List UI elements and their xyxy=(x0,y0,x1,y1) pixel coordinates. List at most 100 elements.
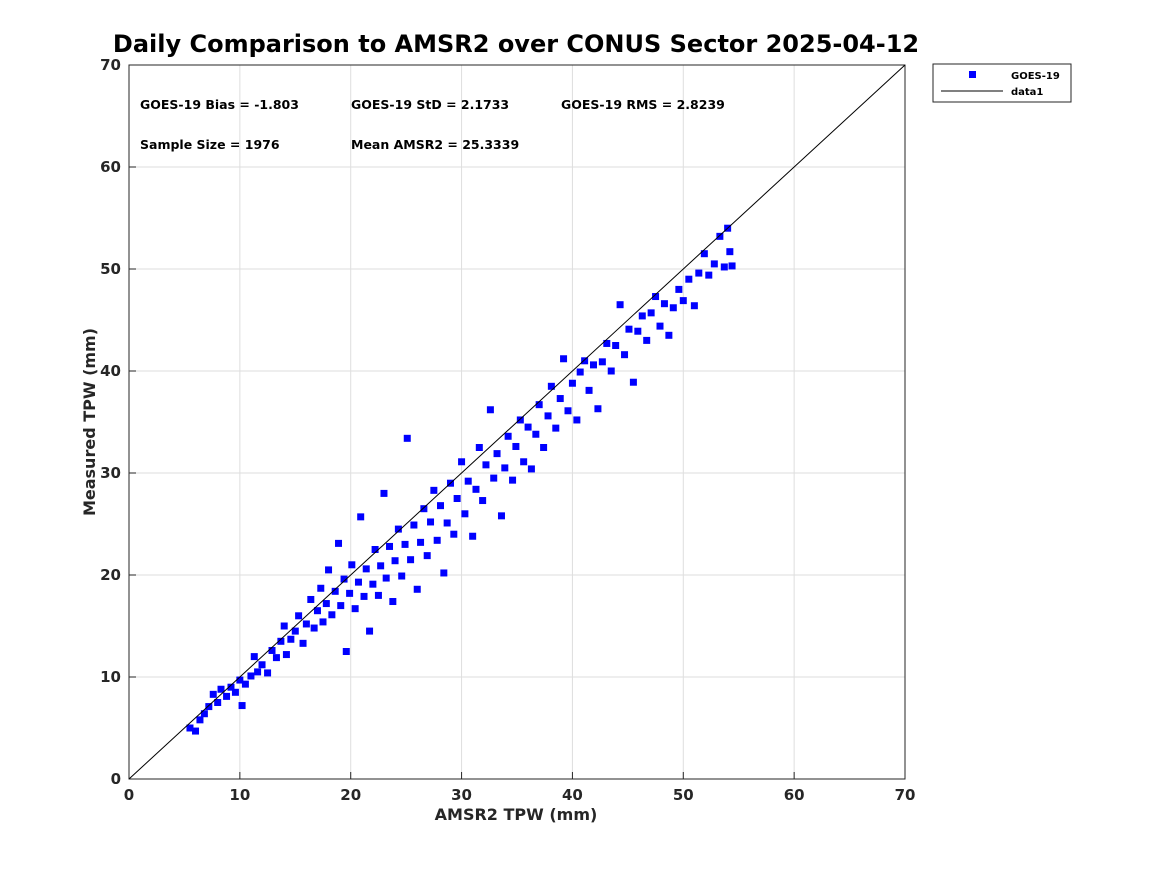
data-point xyxy=(540,444,548,451)
data-point xyxy=(313,607,321,615)
y-tick-label: 0 xyxy=(111,770,121,788)
x-tick-label: 40 xyxy=(562,786,583,804)
data-point xyxy=(337,602,345,610)
grid-layer xyxy=(128,64,906,780)
data-point xyxy=(401,540,409,548)
data-point xyxy=(612,342,620,349)
data-point xyxy=(366,627,374,635)
data-point xyxy=(382,574,390,582)
data-point xyxy=(665,331,673,339)
data-point xyxy=(524,423,532,431)
data-point xyxy=(209,690,217,698)
data-point xyxy=(196,716,204,724)
data-point xyxy=(598,358,606,366)
data-point xyxy=(310,624,318,632)
y-tick-label: 50 xyxy=(100,260,121,278)
std-annotation: GOES-19 StD = 2.1733 xyxy=(351,97,509,112)
data-point xyxy=(430,486,438,494)
data-point xyxy=(629,378,637,386)
y-tick-label: 40 xyxy=(100,362,121,380)
data-point xyxy=(547,382,555,390)
data-point xyxy=(690,302,698,310)
data-point xyxy=(346,589,354,597)
data-point xyxy=(497,512,505,520)
x-tick-label: 10 xyxy=(229,786,250,804)
data-point xyxy=(464,477,472,485)
data-point xyxy=(652,293,660,301)
data-point xyxy=(594,405,602,413)
data-point xyxy=(520,458,528,466)
data-point xyxy=(705,271,713,279)
data-point xyxy=(486,406,494,414)
data-point xyxy=(417,538,425,546)
data-point xyxy=(607,367,615,375)
rms-annotation: GOES-19 RMS = 2.8239 xyxy=(561,97,725,112)
data-point xyxy=(389,598,397,606)
data-point xyxy=(720,263,728,271)
data-point xyxy=(643,336,651,344)
data-point xyxy=(335,539,343,547)
data-point xyxy=(342,648,350,655)
data-point xyxy=(299,639,307,647)
data-point xyxy=(410,521,418,529)
data-point xyxy=(427,518,435,526)
data-point xyxy=(532,430,540,438)
legend-label-goes19: GOES-19 xyxy=(1011,71,1060,82)
data-point xyxy=(238,702,246,710)
data-point xyxy=(516,416,524,424)
data-point xyxy=(726,248,734,256)
data-point xyxy=(728,262,736,270)
data-point xyxy=(214,699,222,706)
data-point xyxy=(475,444,483,451)
data-point xyxy=(331,587,339,595)
x-tick-label: 60 xyxy=(784,786,805,804)
data-point xyxy=(374,591,382,599)
data-point xyxy=(192,727,200,735)
data-point xyxy=(679,297,687,305)
data-point xyxy=(236,676,244,684)
x-axis-label: AMSR2 TPW (mm) xyxy=(435,805,598,824)
data-point xyxy=(254,668,262,676)
data-point xyxy=(710,260,718,268)
data-point xyxy=(247,672,255,680)
data-point xyxy=(377,562,385,570)
data-point xyxy=(369,580,377,588)
line-layer xyxy=(128,64,906,780)
data-point xyxy=(552,424,560,432)
data-point xyxy=(360,592,368,600)
data-point xyxy=(268,646,276,654)
data-point xyxy=(527,465,535,473)
mean-annotation: Mean AMSR2 = 25.3339 xyxy=(351,137,519,152)
plot-frame xyxy=(128,64,906,780)
data-point xyxy=(291,627,299,635)
y-axis-label: Measured TPW (mm) xyxy=(80,328,99,516)
sample-size-annotation: Sample Size = 1976 xyxy=(140,137,280,152)
data-point xyxy=(307,595,315,603)
legend-marker-goes19 xyxy=(969,71,976,78)
data-point xyxy=(380,489,388,497)
data-point xyxy=(413,585,421,593)
data-point xyxy=(479,497,487,505)
data-point xyxy=(560,355,568,363)
data-point xyxy=(453,495,461,502)
ticks-layer: 0 10 20 30 40 50 60 70 0 10 20 30 40 50 60 70 xyxy=(100,56,915,804)
data-point xyxy=(319,618,327,626)
legend: GOES-19 data1 xyxy=(932,63,1072,103)
data-point xyxy=(217,685,225,693)
data-point xyxy=(504,432,512,440)
legend-box xyxy=(932,63,1072,103)
data-point xyxy=(357,513,365,521)
data-point xyxy=(423,552,431,560)
data-point xyxy=(205,703,213,711)
y-tick-label: 10 xyxy=(100,668,121,686)
data-point xyxy=(277,637,285,645)
data-point xyxy=(490,474,498,482)
y-tick-label: 70 xyxy=(100,56,121,74)
x-tick-label: 70 xyxy=(895,786,916,804)
points-layer xyxy=(186,224,736,735)
y-tick-label: 60 xyxy=(100,158,121,176)
x-tick-label: 20 xyxy=(340,786,361,804)
data-point xyxy=(258,661,266,669)
y-tick-label: 30 xyxy=(100,464,121,482)
